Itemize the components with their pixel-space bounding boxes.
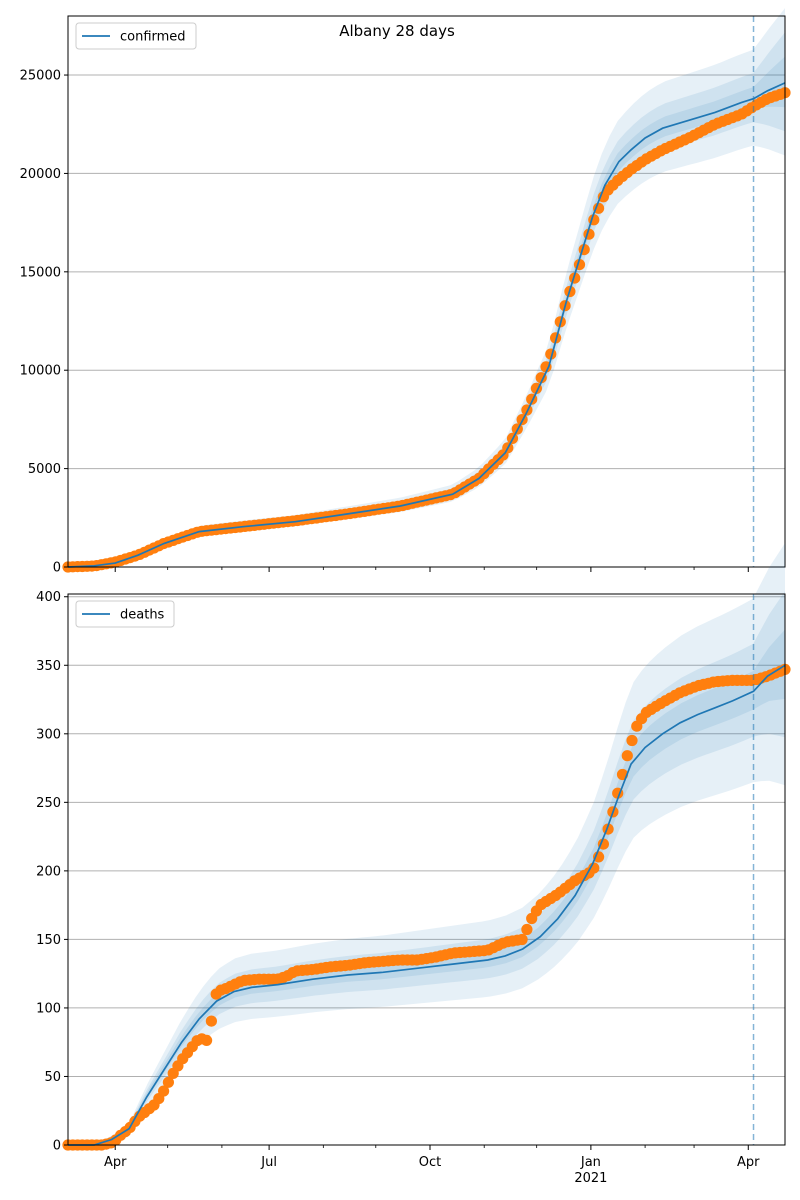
- axes-frame: [67, 15, 786, 568]
- legend-box: [75, 22, 197, 50]
- outer-band: [68, 543, 785, 1145]
- observed-point: [201, 1034, 213, 1046]
- y-tick-label: 5000: [28, 462, 61, 477]
- confirmed-panel: 0 5000 10000 15000 20000 25000 confirmed: [20, 8, 791, 576]
- y-tick-label: 15000: [20, 265, 61, 280]
- observed-point: [521, 923, 533, 936]
- confirmed-model-line: [67, 82, 786, 568]
- y-tick-label: 250: [36, 796, 61, 811]
- x-tick-sublabel: 2021: [574, 1171, 607, 1186]
- y-tick-label: 150: [36, 933, 61, 948]
- legend-box: [75, 600, 175, 628]
- x-tick-label: Apr: [104, 1155, 127, 1170]
- x-tick-label: Apr: [737, 1155, 760, 1170]
- y-tick-label: 400: [36, 590, 61, 605]
- x-tick-label: Jan: [580, 1155, 601, 1170]
- deaths-model-line: [68, 664, 786, 1146]
- observed-point: [550, 332, 562, 344]
- y-tick-label: 350: [36, 659, 61, 674]
- y-tick-label: 200: [36, 864, 61, 879]
- outer-band: [68, 8, 785, 568]
- observed-point: [516, 933, 528, 946]
- legend-label: confirmed: [120, 30, 186, 45]
- y-tick-label: 0: [53, 1139, 61, 1154]
- observed-point: [158, 1085, 170, 1097]
- x-tick-label: Oct: [419, 1155, 441, 1170]
- deaths-legend: deaths: [75, 600, 175, 628]
- observed-point: [597, 838, 610, 850]
- legend-label: deaths: [120, 608, 165, 623]
- y-tick-label: 20000: [20, 167, 61, 182]
- y-tick-label: 300: [36, 727, 61, 742]
- observed-point: [593, 202, 605, 214]
- y-tick-label: 0: [53, 561, 61, 576]
- observed-point: [162, 1076, 174, 1088]
- y-tick-label: 10000: [20, 364, 61, 379]
- y-tick-label: 100: [36, 1001, 61, 1016]
- figure-title: Albany 28 days: [339, 22, 455, 40]
- x-tick-label: Jul: [260, 1155, 277, 1170]
- observed-point: [205, 1015, 217, 1027]
- deaths-panel: 0 50 100 150 200 250 300 350 400 Apr Jul Oct Jan2021…: [36, 543, 791, 1186]
- observed-point: [626, 734, 638, 747]
- axes-frame: [67, 593, 786, 1146]
- observed-point: [621, 750, 633, 762]
- y-tick-label: 50: [44, 1070, 61, 1085]
- confirmed-legend: confirmed: [75, 22, 197, 50]
- y-tick-label: 25000: [20, 69, 61, 84]
- mid-band: [68, 32, 785, 568]
